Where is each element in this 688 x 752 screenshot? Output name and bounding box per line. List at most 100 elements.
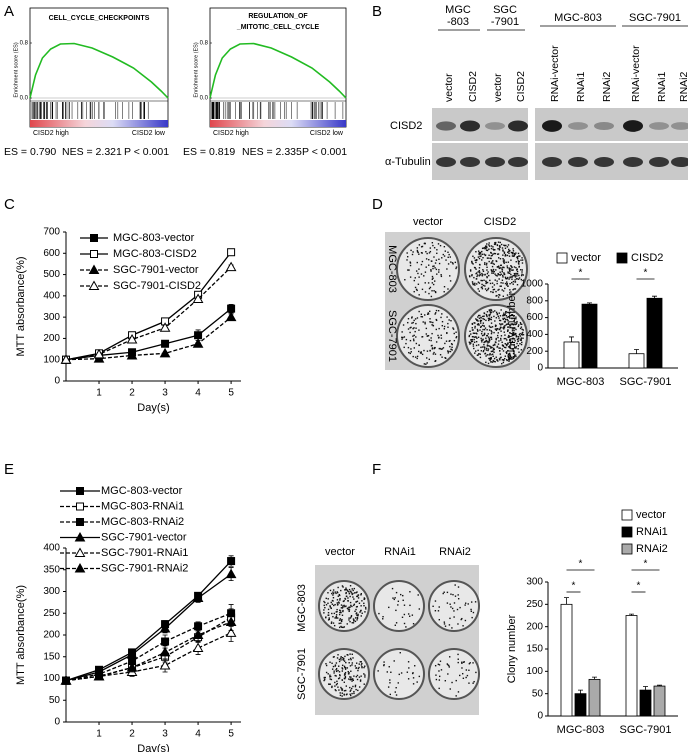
- colony: [498, 288, 500, 291]
- gsea-stat: ES = 0.819: [183, 146, 235, 158]
- colony: [446, 268, 448, 270]
- colony: [477, 288, 479, 290]
- colony: [512, 269, 514, 271]
- y-tick-label: 250: [43, 608, 60, 619]
- colony: [515, 328, 517, 331]
- colony: [487, 257, 489, 259]
- colony: [494, 273, 496, 275]
- colony: [488, 248, 490, 250]
- colony: [498, 274, 500, 276]
- colony: [503, 331, 505, 333]
- colony: [342, 605, 344, 607]
- colony: [377, 670, 379, 672]
- blot-band: [623, 120, 643, 132]
- colony: [360, 675, 362, 677]
- x-tick-label: 4: [195, 729, 201, 740]
- error-bar: [569, 336, 574, 342]
- colony: [461, 672, 464, 675]
- colony: [505, 261, 507, 264]
- colony: [420, 273, 423, 275]
- colony: [434, 664, 437, 667]
- colony: [479, 273, 481, 275]
- colony: [497, 241, 500, 243]
- colony: [503, 252, 506, 254]
- colony: [416, 250, 419, 253]
- blot-image: [535, 108, 688, 180]
- colony: [341, 657, 344, 659]
- colony: [490, 347, 492, 349]
- colony: [502, 361, 505, 364]
- colony: [511, 253, 514, 255]
- colony: [434, 290, 437, 293]
- colony: [502, 290, 505, 292]
- colony: [355, 591, 357, 594]
- colony: [473, 276, 475, 279]
- colony: [444, 342, 446, 345]
- colony: [340, 622, 342, 624]
- colony: [439, 354, 442, 356]
- colony: [501, 323, 504, 325]
- colony: [443, 328, 446, 330]
- colony: [480, 337, 482, 340]
- colony: [497, 343, 500, 345]
- colony: [516, 269, 518, 271]
- colony: [344, 667, 347, 669]
- colony: [498, 358, 501, 360]
- colony: [357, 594, 359, 596]
- colony: [411, 614, 414, 616]
- error-bar: [643, 686, 648, 691]
- colony: [493, 252, 495, 255]
- colony: [473, 347, 475, 350]
- colony: [409, 276, 412, 278]
- y-tick-label: 300: [526, 577, 543, 588]
- colony: [340, 589, 342, 592]
- colony: [352, 657, 354, 659]
- colony: [494, 320, 496, 322]
- colony: [343, 660, 346, 662]
- colony: [511, 255, 514, 257]
- colony: [420, 351, 422, 353]
- colony: [503, 244, 505, 246]
- colony: [496, 280, 498, 282]
- colony: [407, 318, 410, 320]
- colony: [473, 341, 476, 343]
- colony: [443, 291, 445, 293]
- colony: [344, 675, 347, 678]
- colony: [494, 325, 497, 328]
- colony: [516, 338, 519, 340]
- colony: [421, 316, 424, 318]
- colony: [493, 351, 495, 353]
- colony: [489, 313, 491, 316]
- y-tick-label: 100: [526, 666, 543, 677]
- colony: [474, 282, 476, 285]
- colony: [512, 356, 514, 358]
- colony: [488, 244, 490, 246]
- series-line: [65, 266, 232, 361]
- colony: [327, 592, 329, 594]
- y-tick-label: 600: [43, 248, 60, 259]
- bar: [574, 693, 587, 717]
- colony: [470, 333, 472, 335]
- colony: [408, 351, 410, 354]
- colony: [352, 596, 354, 598]
- blot-lane: RNAi-vector: [630, 45, 642, 102]
- colony: [468, 682, 470, 684]
- colony: [336, 591, 338, 593]
- colony: [521, 257, 523, 259]
- blot-lane: RNAi2: [678, 71, 688, 102]
- colony: [498, 249, 501, 251]
- colony: [507, 276, 509, 279]
- colony: [350, 658, 352, 661]
- colony: [474, 267, 476, 269]
- colony: [506, 323, 508, 325]
- colony: [432, 605, 434, 608]
- colony: [442, 253, 444, 256]
- colony: [421, 260, 424, 263]
- colony: [344, 671, 347, 674]
- colony: [433, 290, 435, 292]
- colony: [336, 599, 339, 601]
- blot-band: [594, 121, 614, 131]
- rank-bar: [30, 120, 168, 127]
- colony: [472, 263, 474, 265]
- sig-label: *: [644, 268, 648, 279]
